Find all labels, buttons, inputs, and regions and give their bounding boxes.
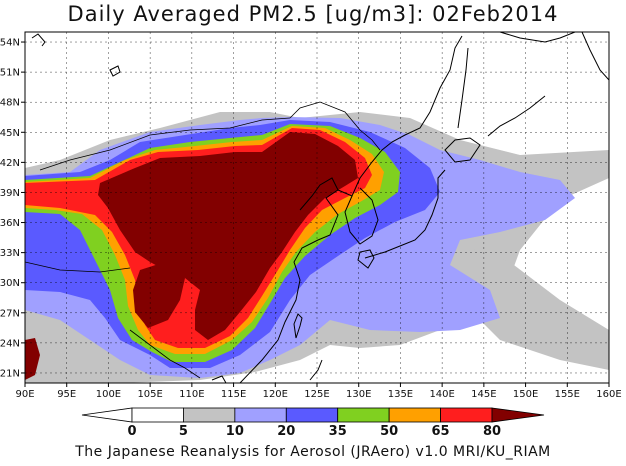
lon-label-160E: 160E [596, 389, 621, 400]
coastline-korea-peninsula [344, 187, 379, 245]
grid-lines [25, 32, 609, 383]
lon-label-130E: 130E [346, 389, 371, 400]
colorbar-segment-50-65 [388, 407, 441, 423]
lon-label-135E: 135E [388, 389, 413, 400]
colorbar-label-5: 5 [179, 424, 188, 439]
pm25-level-darkred-main [98, 132, 358, 340]
lat-label-24N: 24N [0, 338, 20, 349]
lon-label-90E: 90E [15, 389, 34, 400]
lat-label-30N: 30N [0, 278, 20, 289]
border-sea-asia [129, 329, 201, 379]
colorbar-segment-10-20 [234, 407, 287, 423]
lat-label-48N: 48N [0, 98, 20, 109]
colorbar-label-65: 65 [432, 424, 450, 439]
lon-label-155E: 155E [555, 389, 580, 400]
lat-label-27N: 27N [0, 308, 20, 319]
lat-label-33N: 33N [0, 248, 20, 259]
colorbar-segment-20-35 [285, 407, 339, 423]
colorbar-segment-65-80 [440, 407, 493, 423]
lat-label-51N: 51N [0, 68, 20, 79]
lon-label-125E: 125E [304, 389, 329, 400]
coastline-taiwan [293, 313, 303, 339]
coastline-hokkaido [444, 137, 481, 163]
lon-label-140E: 140E [429, 389, 454, 400]
colorbar-label-80: 80 [483, 424, 501, 439]
lon-label-95E: 95E [57, 389, 76, 400]
lat-label-39N: 39N [0, 188, 20, 199]
coastline-hainan [211, 375, 227, 383]
coastlines [25, 32, 609, 383]
colorbar-label-0: 0 [127, 424, 136, 439]
pm25-level-darkred-southwest [25, 338, 40, 380]
coastline-arctic-northwest [31, 33, 46, 47]
border-china-russia [289, 101, 381, 151]
map-title: Daily Averaged PM2.5 [ug/m3]: 02Feb2014 [67, 2, 559, 26]
lon-label-100E: 100E [96, 389, 121, 400]
pm25-level-gray-pacific [460, 248, 609, 370]
lat-label-36N: 36N [0, 218, 20, 229]
lon-label-120E: 120E [263, 389, 288, 400]
lat-label-54N: 54N [0, 38, 20, 49]
colorbar: 0 5 10 20 35 50 65 80 [81, 407, 545, 439]
lon-label-105E: 105E [137, 389, 162, 400]
coastline-sakhalin [457, 47, 469, 129]
colorbar-segment-5-10 [183, 407, 236, 423]
lon-label-145E: 145E [471, 389, 496, 400]
colorbar-arrow-high [491, 407, 545, 423]
lon-label-110E: 110E [179, 389, 204, 400]
footer-credit: The Japanese Reanalysis for Aerosol (JRA… [75, 444, 551, 460]
colorbar-label-10: 10 [226, 424, 244, 439]
latitude-axis: 21N 24N 27N 30N 33N 36N 39N 42N 45N 48N 51N 54N [0, 38, 25, 379]
pm25-level-darkred-sichuan [133, 262, 185, 328]
border-india-china [25, 261, 131, 273]
colorbar-segment-0-5 [131, 407, 184, 423]
lat-label-42N: 42N [0, 158, 20, 169]
coastline-philippines [309, 359, 323, 381]
colorbar-segment-35-50 [337, 407, 390, 423]
colorbar-arrow-low [81, 407, 133, 423]
lat-label-21N: 21N [0, 368, 20, 379]
colorbar-label-50: 50 [380, 424, 398, 439]
longitude-axis: 90E 95E 100E 105E 110E 115E 120E 125E 130E 135E 14… [15, 383, 622, 400]
lat-label-45N: 45N [0, 128, 20, 139]
coastline-bohai [299, 177, 339, 211]
coastline-kamchatka [581, 32, 609, 81]
coastline-japan-honshu [364, 169, 446, 259]
colorbar-label-20: 20 [277, 424, 295, 439]
lon-label-150E: 150E [513, 389, 538, 400]
map-frame [24, 31, 610, 384]
coastline-kurils [487, 95, 546, 137]
lon-label-115E: 115E [221, 389, 246, 400]
coastline-japan-kyushu [357, 249, 375, 269]
colorbar-label-35: 35 [329, 424, 347, 439]
